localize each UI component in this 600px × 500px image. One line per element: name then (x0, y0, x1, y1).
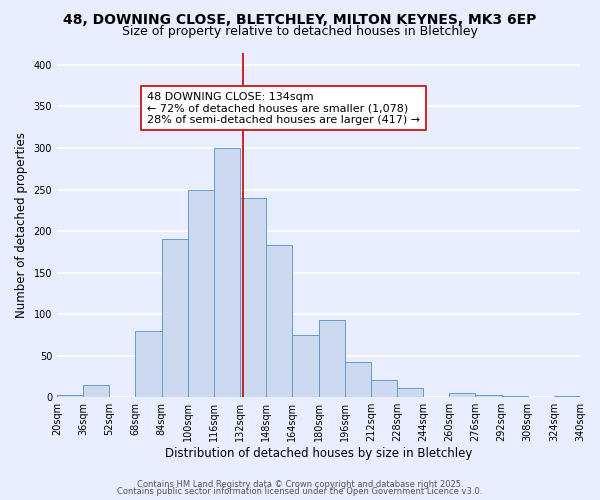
Bar (266, 245, 292, 397)
Text: Contains HM Land Registry data © Crown copyright and database right 2025.: Contains HM Land Registry data © Crown c… (137, 480, 463, 489)
Bar (449, 393, 475, 397)
Bar (136, 331, 161, 397)
Bar (214, 148, 240, 397)
Bar (240, 198, 266, 397)
Text: 48, DOWNING CLOSE, BLETCHLEY, MILTON KEYNES, MK3 6EP: 48, DOWNING CLOSE, BLETCHLEY, MILTON KEY… (64, 12, 536, 26)
Y-axis label: Number of detached properties: Number of detached properties (15, 132, 28, 318)
Text: 48 DOWNING CLOSE: 134sqm
← 72% of detached houses are smaller (1,078)
28% of sem: 48 DOWNING CLOSE: 134sqm ← 72% of detach… (147, 92, 420, 124)
Bar (554, 396, 580, 397)
Bar (502, 396, 528, 397)
Bar (57, 394, 83, 397)
Bar (188, 190, 214, 397)
Text: Size of property relative to detached houses in Bletchley: Size of property relative to detached ho… (122, 25, 478, 38)
Bar (319, 320, 344, 397)
Bar (161, 240, 188, 397)
Bar (83, 384, 109, 397)
Bar (397, 388, 423, 397)
Bar (292, 335, 319, 397)
X-axis label: Distribution of detached houses by size in Bletchley: Distribution of detached houses by size … (165, 447, 472, 460)
Bar (475, 394, 502, 397)
Bar (371, 380, 397, 397)
Text: Contains public sector information licensed under the Open Government Licence v3: Contains public sector information licen… (118, 487, 482, 496)
Bar (344, 362, 371, 397)
